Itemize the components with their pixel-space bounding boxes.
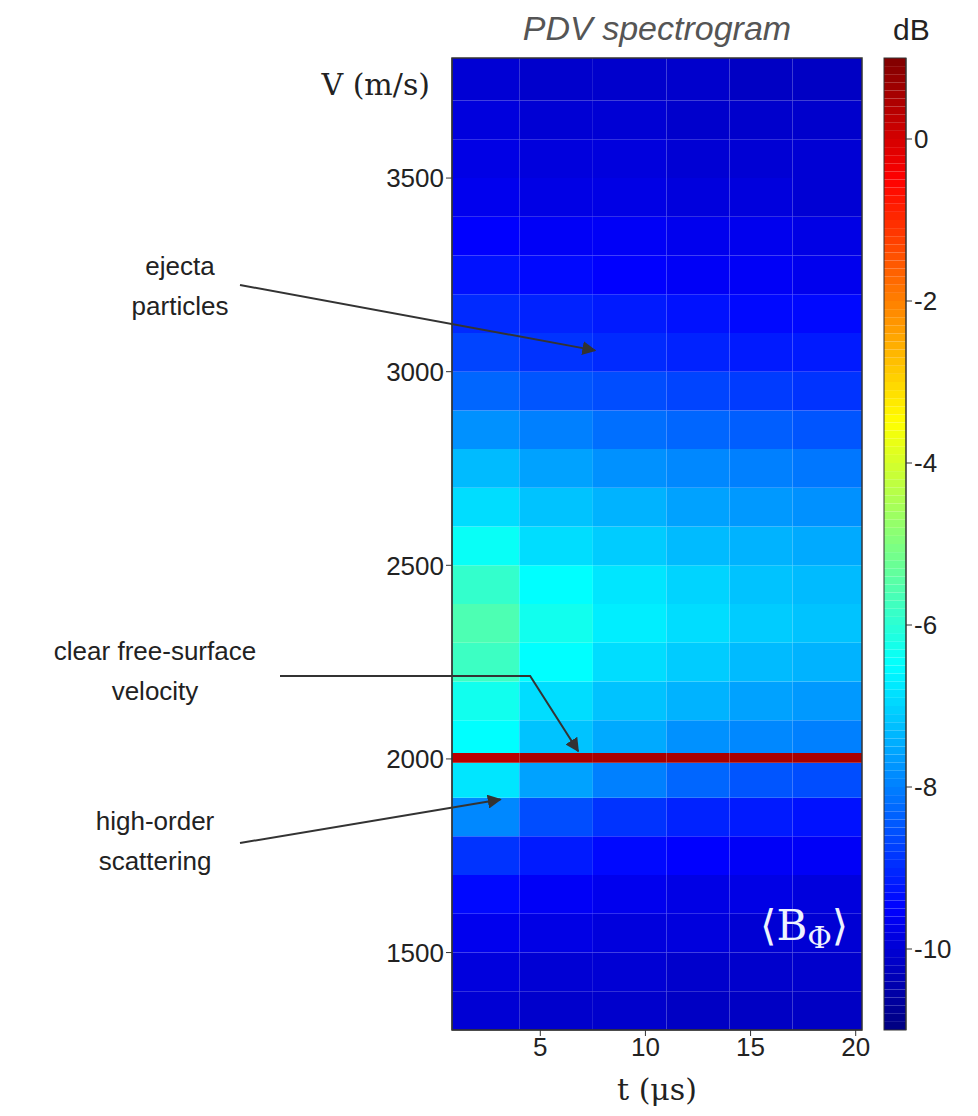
svg-text:PDV spectrogram: PDV spectrogram	[523, 9, 791, 47]
svg-text:3000: 3000	[386, 357, 444, 387]
svg-text:-2: -2	[914, 286, 937, 316]
svg-text:2500: 2500	[386, 551, 444, 581]
svg-text:-4: -4	[914, 448, 937, 478]
svg-text:velocity: velocity	[112, 676, 199, 706]
svg-text:scattering: scattering	[99, 846, 212, 876]
svg-text:1500: 1500	[386, 938, 444, 968]
svg-text:-10: -10	[914, 934, 952, 964]
svg-text:dB: dB	[893, 13, 930, 46]
svg-text:clear free-surface: clear free-surface	[54, 636, 256, 666]
svg-text:V (m/s): V (m/s)	[320, 67, 430, 102]
svg-text:5: 5	[533, 1032, 547, 1062]
svg-text:particles: particles	[132, 291, 229, 321]
svg-text:-6: -6	[914, 610, 937, 640]
svg-text:t (μs): t (μs)	[617, 1072, 697, 1107]
svg-text:2000: 2000	[386, 744, 444, 774]
svg-text:15: 15	[736, 1032, 765, 1062]
svg-text:0: 0	[914, 124, 928, 154]
svg-text:10: 10	[631, 1032, 660, 1062]
svg-text:ejecta: ejecta	[145, 251, 215, 281]
svg-text:high-order: high-order	[96, 806, 215, 836]
svg-text:-8: -8	[914, 772, 937, 802]
svg-text:⟨BΦ⟩: ⟨BΦ⟩	[760, 901, 848, 955]
svg-text:3500: 3500	[386, 163, 444, 193]
svg-text:20: 20	[841, 1032, 870, 1062]
